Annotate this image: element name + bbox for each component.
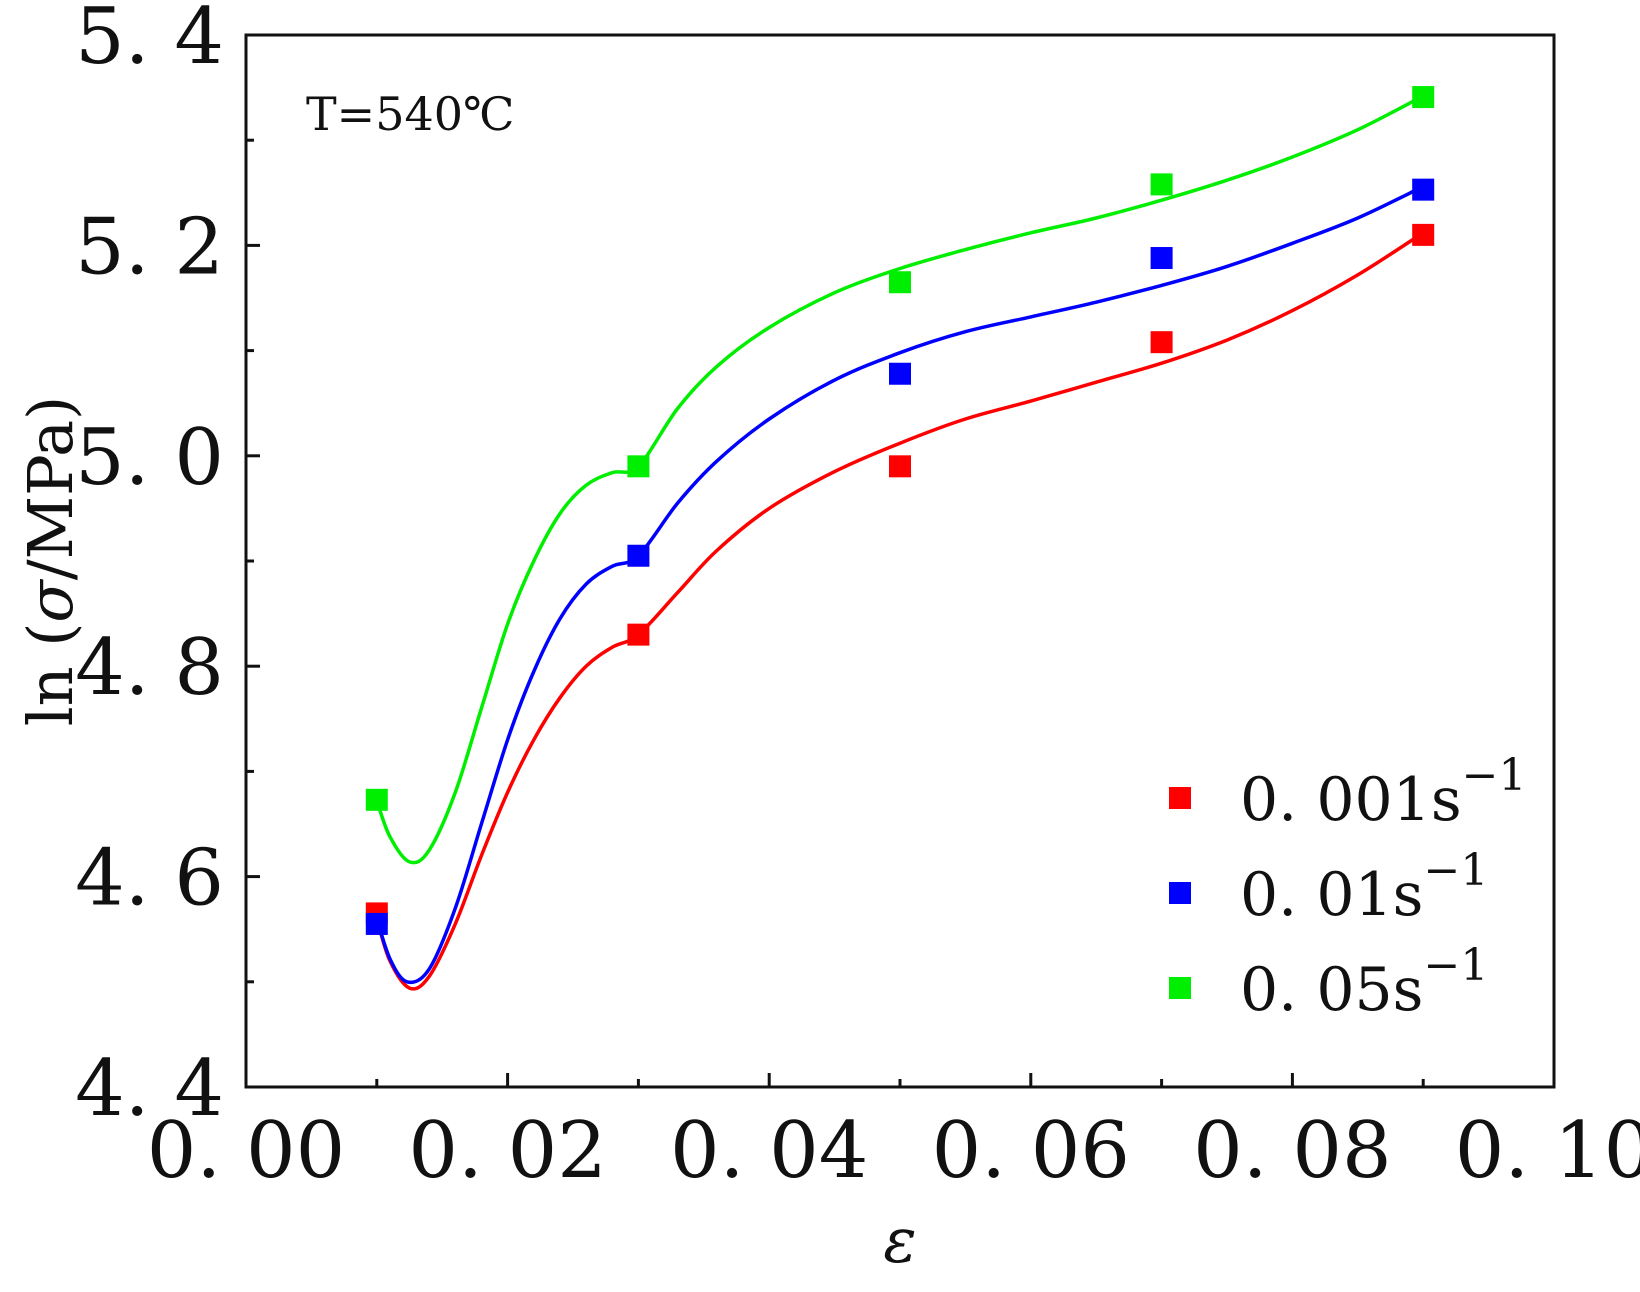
y-tick-label: 5. 0 <box>75 413 224 503</box>
y-tick-label: 5. 4 <box>75 0 224 82</box>
fit-curve <box>375 231 1425 991</box>
data-point <box>1150 331 1173 354</box>
data-markers <box>365 86 1435 935</box>
x-tick-label: 0. 06 <box>932 1106 1130 1196</box>
x-tick-label: 0. 10 <box>1455 1106 1640 1196</box>
y-axis-title-suffix: /MPa) <box>14 396 87 580</box>
data-point <box>1412 223 1435 246</box>
legend-label-base: 0. 001s <box>1240 765 1462 835</box>
y-tick-label: 4. 6 <box>75 834 224 924</box>
y-axis-title: ln (σ/MPa) <box>14 396 87 726</box>
x-tick-label: 0. 02 <box>408 1106 606 1196</box>
data-point <box>365 788 388 811</box>
y-axis-title-symbol: σ <box>14 579 87 623</box>
data-point <box>627 455 650 478</box>
data-point <box>889 362 911 385</box>
y-tick-label: 5. 2 <box>75 202 224 292</box>
y-tick-label: 4. 8 <box>75 623 224 713</box>
temperature-annotation: T=540℃ <box>306 87 514 141</box>
legend-label-exponent: −1 <box>1423 845 1488 896</box>
legend: 0. 001s−10. 01s−10. 05s−1 <box>1169 750 1527 1025</box>
x-tick-label: 0. 08 <box>1193 1106 1391 1196</box>
x-tick-label: 0. 04 <box>670 1106 868 1196</box>
x-axis-title: ε <box>883 1204 916 1277</box>
y-axis-title-prefix: ln ( <box>14 623 87 727</box>
data-point <box>365 912 388 935</box>
legend-label: 0. 05s−1 <box>1240 940 1488 1025</box>
data-point <box>627 623 650 646</box>
legend-marker <box>1169 882 1191 904</box>
legend-label-base: 0. 01s <box>1240 860 1423 930</box>
fit-curve <box>375 184 1424 985</box>
legend-label-exponent: −1 <box>1462 750 1527 801</box>
legend-label-base: 0. 05s <box>1240 955 1423 1025</box>
legend-label-exponent: −1 <box>1423 940 1488 991</box>
y-tick-label: 4. 4 <box>75 1044 224 1134</box>
legend-marker <box>1169 977 1191 999</box>
y-axis-ticks: 4. 4 4. 6 4. 8 5. 0 5. 2 5. 4 <box>75 0 260 1134</box>
data-point <box>889 271 911 294</box>
x-tick-label: 0. 00 <box>147 1106 345 1196</box>
data-point <box>1150 247 1173 270</box>
data-point <box>627 544 650 567</box>
legend-label: 0. 01s−1 <box>1240 845 1488 930</box>
fit-curves <box>375 94 1425 991</box>
legend-label: 0. 001s−1 <box>1240 750 1527 835</box>
data-point <box>889 455 911 478</box>
fit-curve <box>375 94 1424 865</box>
data-point <box>1412 178 1435 201</box>
data-point <box>1150 173 1173 196</box>
data-point <box>1412 86 1435 109</box>
x-axis-ticks: 0. 00 0. 02 0. 04 0. 06 0. 08 0. 10 <box>147 1073 1640 1196</box>
legend-marker <box>1169 787 1191 809</box>
